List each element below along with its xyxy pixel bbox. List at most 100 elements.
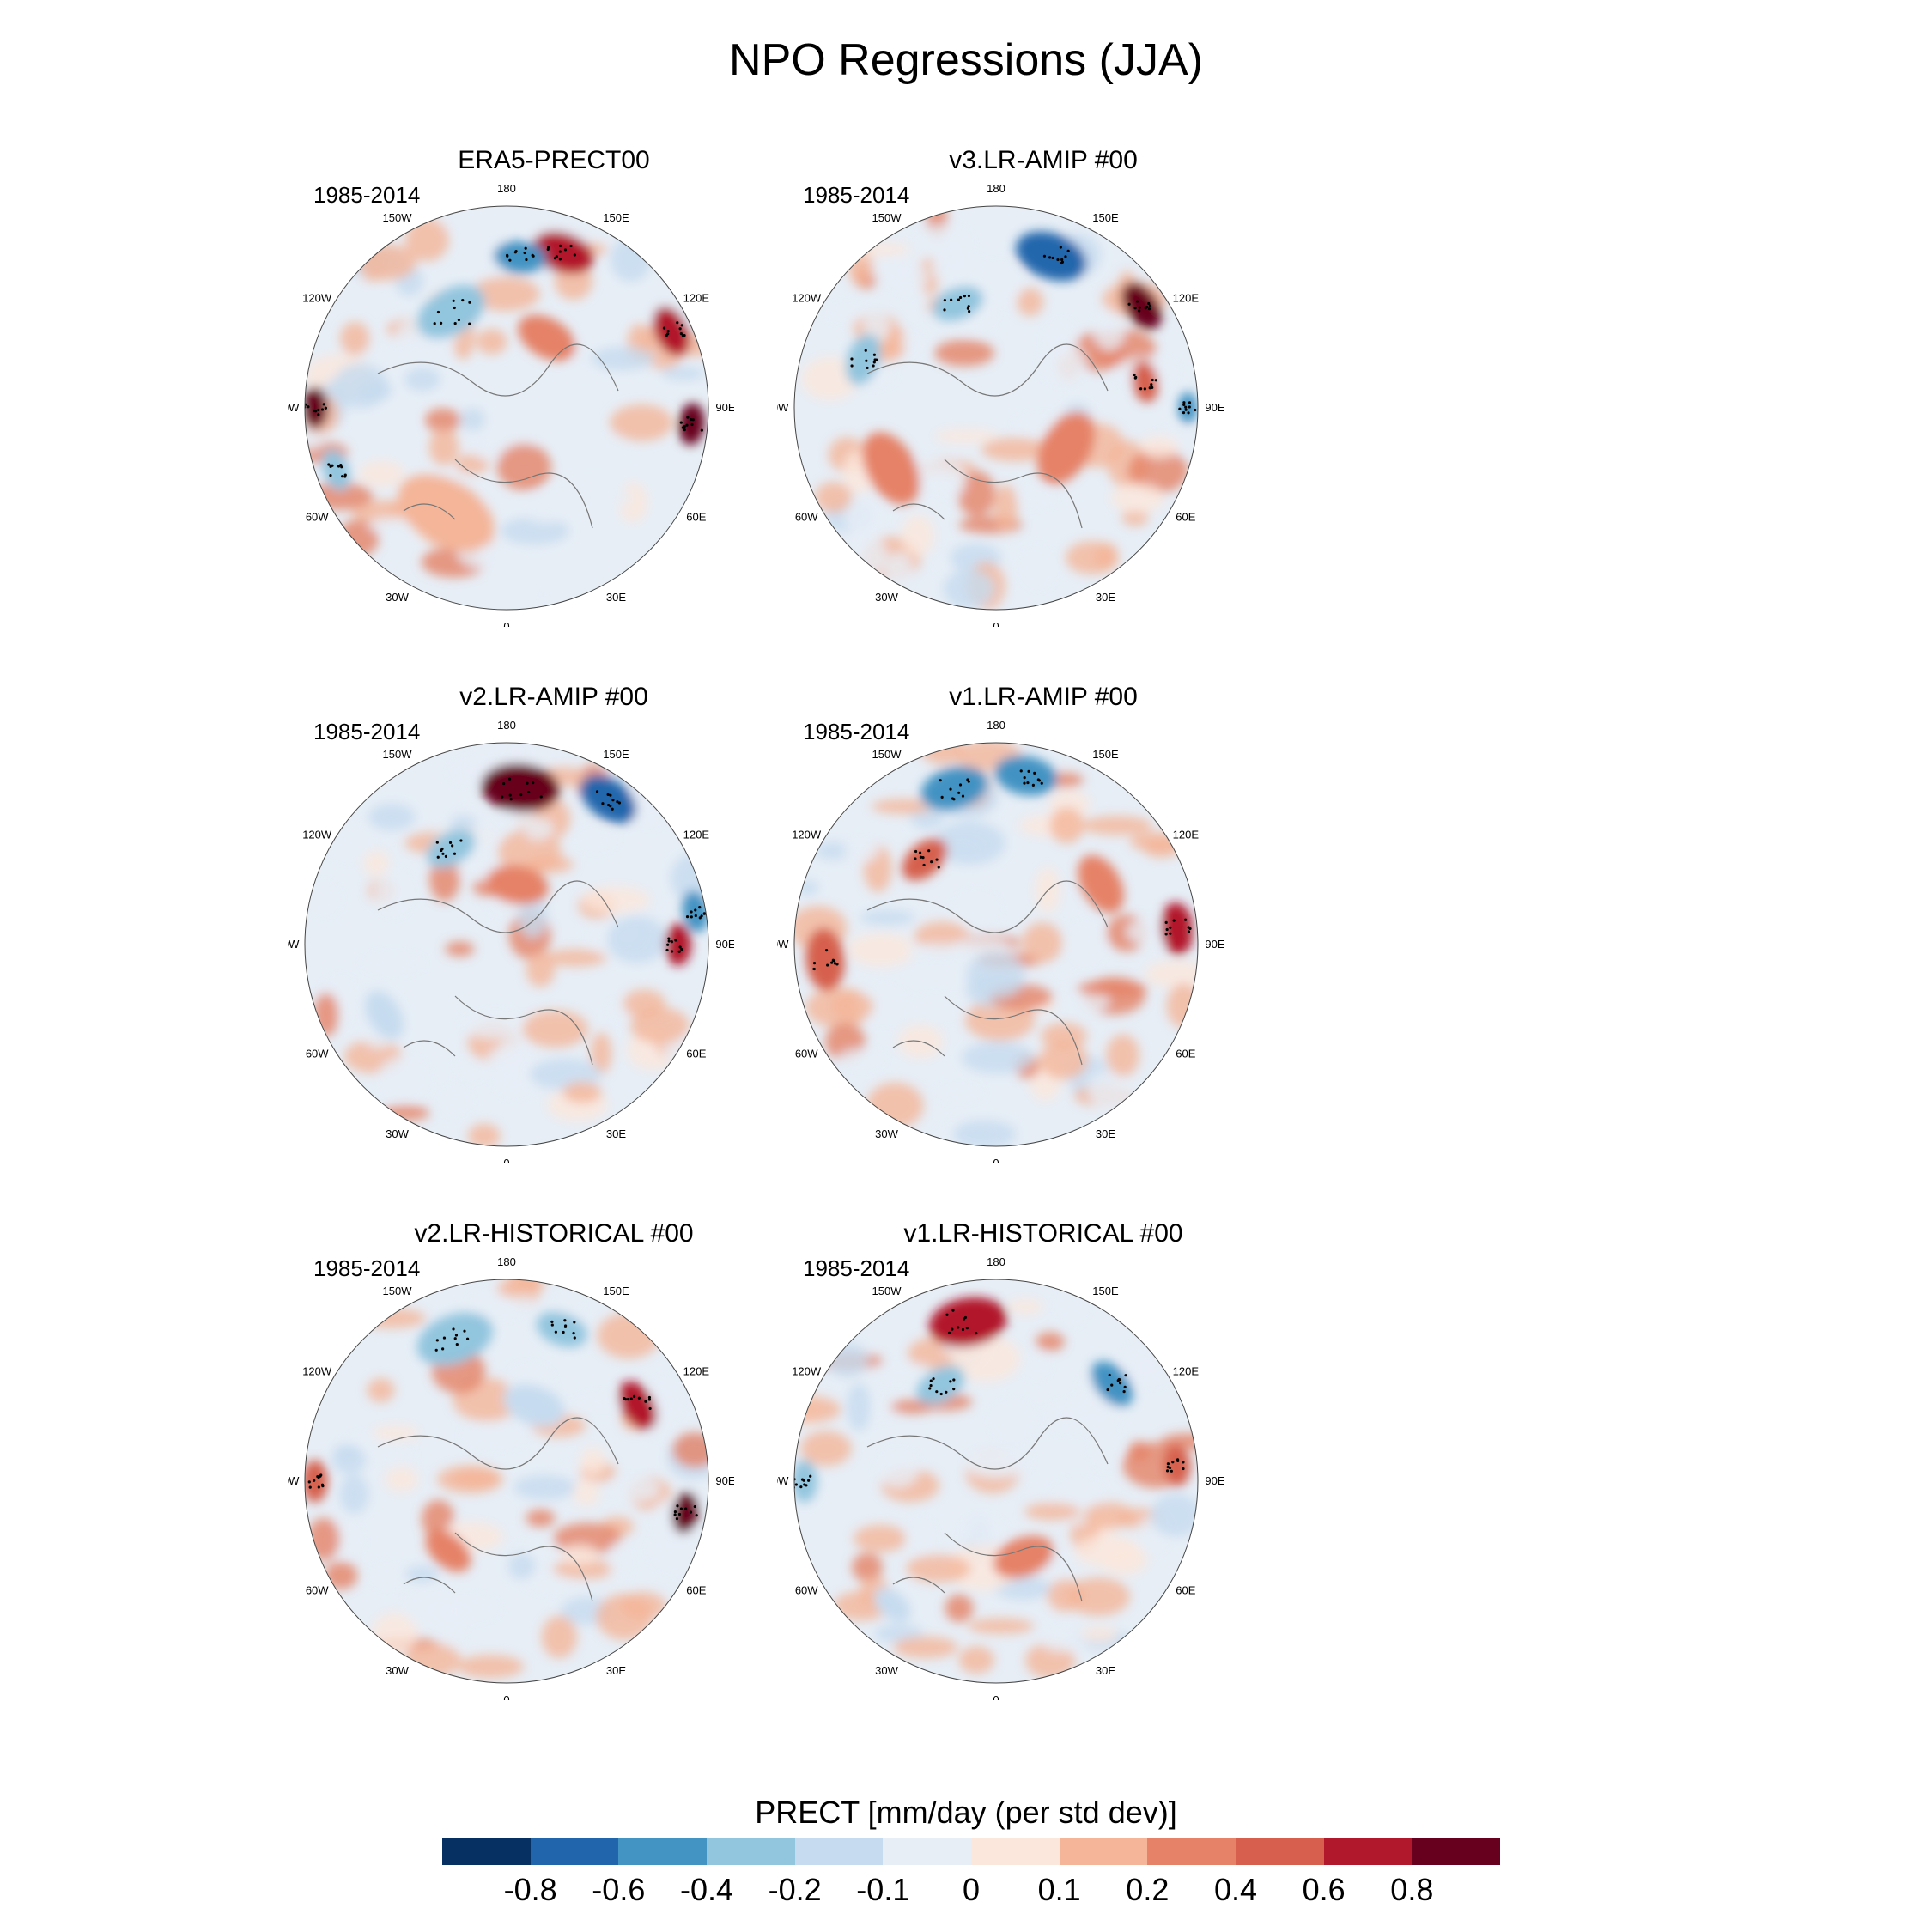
significance-stipple	[957, 298, 960, 301]
anomaly-feature	[845, 334, 881, 386]
colorbar	[442, 1838, 1501, 1865]
longitude-label: 180	[987, 1255, 1005, 1268]
significance-stipple	[317, 413, 320, 416]
significance-stipple	[694, 908, 697, 912]
colorbar-bin	[971, 1838, 1060, 1865]
significance-stipple	[444, 854, 448, 859]
figure-title: NPO Regressions (JJA)	[729, 35, 1203, 85]
anomaly-blob	[961, 1516, 1006, 1546]
anomaly-feature	[503, 1384, 565, 1427]
map-background	[305, 1279, 708, 1683]
significance-stipple	[502, 781, 506, 786]
significance-stipple	[809, 1474, 812, 1478]
map-boundary	[793, 205, 1199, 611]
anomaly-blob	[359, 460, 404, 488]
significance-stipple	[875, 358, 878, 361]
anomaly-blob	[333, 363, 388, 409]
longitude-label: 150E	[603, 211, 629, 224]
significance-stipple	[609, 805, 612, 808]
significance-stipple	[1182, 1461, 1185, 1464]
significance-stipple	[1143, 387, 1146, 391]
coastline	[377, 880, 619, 1066]
anomaly-blob	[561, 1544, 598, 1564]
longitude-label: 30E	[1096, 1664, 1115, 1677]
colorbar-bin	[442, 1838, 531, 1865]
significance-stipple	[308, 1485, 312, 1489]
map-panel: v2.LR-AMIP #00 1985-2014 180 150E 120E 90E 60E…	[288, 683, 820, 1163]
anomaly-feature	[580, 775, 637, 823]
significance-stipple	[558, 250, 562, 253]
longitude-label: 60W	[795, 1047, 818, 1060]
significance-stipple	[611, 799, 615, 802]
longitude-label: 180	[497, 719, 516, 732]
longitude-label: 120E	[1173, 292, 1200, 305]
colorbar-bin	[883, 1838, 972, 1865]
significance-stipple	[952, 1378, 956, 1382]
significance-stipple	[317, 1485, 320, 1489]
longitude-label: 90E	[715, 938, 734, 951]
anomaly-blob	[957, 471, 996, 517]
anomaly-feature	[805, 927, 845, 991]
significance-stipple	[831, 958, 835, 962]
significance-stipple	[606, 793, 610, 797]
panel-period: 1985-2014	[803, 182, 910, 208]
anomaly-blob	[476, 328, 507, 355]
significance-stipple	[830, 961, 834, 964]
significance-stipple	[812, 967, 816, 971]
anomaly-blob	[522, 1010, 589, 1048]
significance-stipple	[327, 463, 331, 466]
panel-title: v2.LR-AMIP #00	[459, 683, 648, 711]
anomaly-blob	[825, 1342, 869, 1377]
significance-stipple	[945, 1313, 949, 1316]
significance-stipple	[1135, 300, 1139, 303]
longitude-label: 120E	[683, 292, 710, 305]
significance-stipple	[1027, 769, 1030, 773]
significance-stipple	[691, 418, 695, 422]
anomaly-blob	[570, 336, 597, 374]
longitude-label: 90W	[777, 401, 789, 414]
significance-stipple	[698, 916, 702, 920]
significance-stipple	[794, 1483, 798, 1486]
longitude-label: 150W	[872, 1285, 902, 1297]
significance-stipple	[1182, 1467, 1185, 1471]
significance-stipple	[1188, 401, 1192, 404]
significance-stipple	[958, 783, 963, 787]
anomaly-blob	[978, 262, 1024, 305]
significance-stipple	[1154, 379, 1157, 382]
colorbar-tick-label: -0.2	[768, 1872, 822, 1907]
longitude-label: 120W	[302, 1365, 332, 1378]
anomaly-blob	[606, 1477, 661, 1503]
anomaly-field	[305, 1279, 708, 1679]
anomaly-blob	[522, 492, 569, 524]
anomaly-blob	[1066, 1577, 1130, 1616]
significance-stipple	[1184, 408, 1188, 411]
significance-stipple	[1060, 261, 1063, 265]
significance-stipple	[866, 366, 869, 370]
significance-stipple	[1026, 781, 1030, 785]
anomaly-blob	[967, 1618, 1035, 1634]
significance-stipple	[329, 474, 332, 477]
anomaly-blob	[966, 951, 1025, 999]
anomaly-blob	[866, 1082, 924, 1128]
anomaly-blob	[661, 366, 705, 380]
significance-stipple	[562, 1330, 565, 1334]
anomaly-blob	[428, 428, 459, 466]
longitude-label: 150W	[383, 748, 413, 761]
significance-stipple	[1108, 1373, 1111, 1377]
significance-stipple	[686, 416, 690, 419]
longitude-label: 150E	[603, 1285, 629, 1297]
anomaly-feature	[994, 756, 1058, 796]
anomaly-blob	[404, 367, 441, 392]
significance-stipple	[435, 1339, 439, 1342]
anomaly-blob	[893, 1636, 958, 1659]
significance-stipple	[695, 1514, 698, 1517]
significance-stipple	[1019, 769, 1023, 773]
significance-stipple	[436, 855, 440, 859]
significance-stipple	[1118, 1382, 1122, 1385]
colorbar-bin	[794, 1838, 884, 1865]
anomaly-blob	[989, 1400, 1037, 1441]
significance-stipple	[1023, 775, 1026, 780]
anomaly-blob	[815, 482, 853, 513]
anomaly-blob	[1127, 448, 1188, 494]
anomaly-feature	[874, 1588, 911, 1622]
